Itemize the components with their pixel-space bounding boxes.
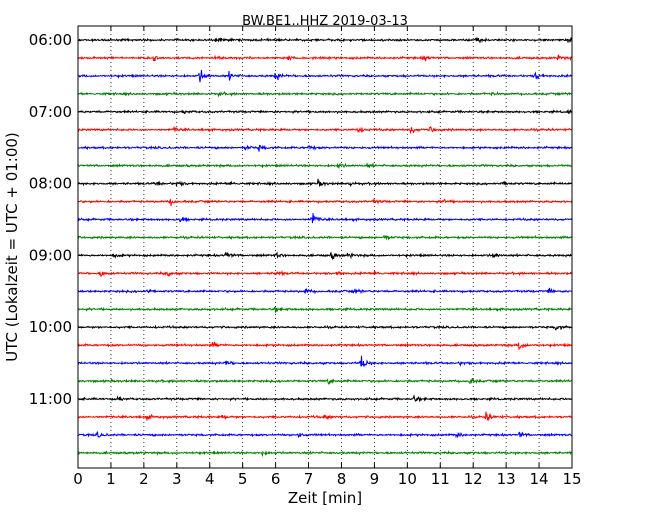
trace-1130 <box>77 431 573 439</box>
x-axis-ticks: 0 1 2 3 4 5 6 7 8 9 10 11 12 13 14 15 <box>73 26 582 488</box>
trace-0630 <box>77 69 573 83</box>
x-tick-label: 12 <box>464 470 483 488</box>
trace-0600 <box>77 36 573 44</box>
x-tick-label: 3 <box>172 470 182 488</box>
y-axis-label: UTC (Lokalzeit = UTC + 01:00) <box>3 132 21 362</box>
trace-0945 <box>77 306 573 313</box>
trace-0915 <box>77 269 573 277</box>
trace-1115 <box>77 411 573 422</box>
trace-0900 <box>77 251 573 261</box>
x-tick-label: 1 <box>106 470 116 488</box>
trace-0845 <box>77 234 573 241</box>
trace-1145 <box>77 450 573 458</box>
y-tick-label: 11:00 <box>29 390 72 408</box>
trace-0930 <box>77 287 573 295</box>
x-axis-label: Zeit [min] <box>288 489 362 507</box>
trace-0700 <box>77 108 573 115</box>
trace-0645 <box>78 90 573 98</box>
y-tick-label: 08:00 <box>29 175 72 193</box>
trace-0815 <box>77 197 573 207</box>
y-tick-label: 10:00 <box>29 318 72 336</box>
trace-0715 <box>77 125 573 135</box>
y-tick-label: 09:00 <box>29 246 72 264</box>
x-tick-label: 7 <box>304 470 314 488</box>
trace-1100 <box>77 394 573 403</box>
trace-0730 <box>77 144 573 152</box>
x-tick-label: 6 <box>271 470 281 488</box>
x-tick-label: 14 <box>530 470 549 488</box>
seismogram-traces <box>77 36 573 458</box>
x-tick-label: 8 <box>337 470 347 488</box>
y-tick-label: 06:00 <box>29 31 72 49</box>
plot-frame <box>77 25 573 469</box>
x-tick-label: 2 <box>139 470 149 488</box>
x-tick-label: 5 <box>238 470 248 488</box>
trace-0745 <box>77 161 573 170</box>
chart-title: BW.BE1..HHZ 2019-03-13 <box>242 14 408 29</box>
x-tick-label: 13 <box>497 470 516 488</box>
grid-lines <box>110 26 540 468</box>
x-tick-label: 11 <box>431 470 450 488</box>
x-tick-label: 9 <box>370 470 380 488</box>
y-tick-label: 07:00 <box>29 103 72 121</box>
trace-0615 <box>77 54 573 63</box>
x-tick-label: 0 <box>73 470 83 488</box>
trace-1030 <box>77 355 573 367</box>
trace-1045 <box>77 378 573 385</box>
y-axis-ticks: 06:00 07:00 08:00 09:00 10:00 11:00 <box>29 31 572 408</box>
x-tick-label: 15 <box>562 470 581 488</box>
trace-1000 <box>77 324 573 331</box>
x-tick-label: 10 <box>398 470 417 488</box>
trace-0830 <box>77 213 573 224</box>
trace-0800 <box>77 178 573 188</box>
trace-1015 <box>77 341 573 350</box>
x-tick-label: 4 <box>205 470 215 488</box>
